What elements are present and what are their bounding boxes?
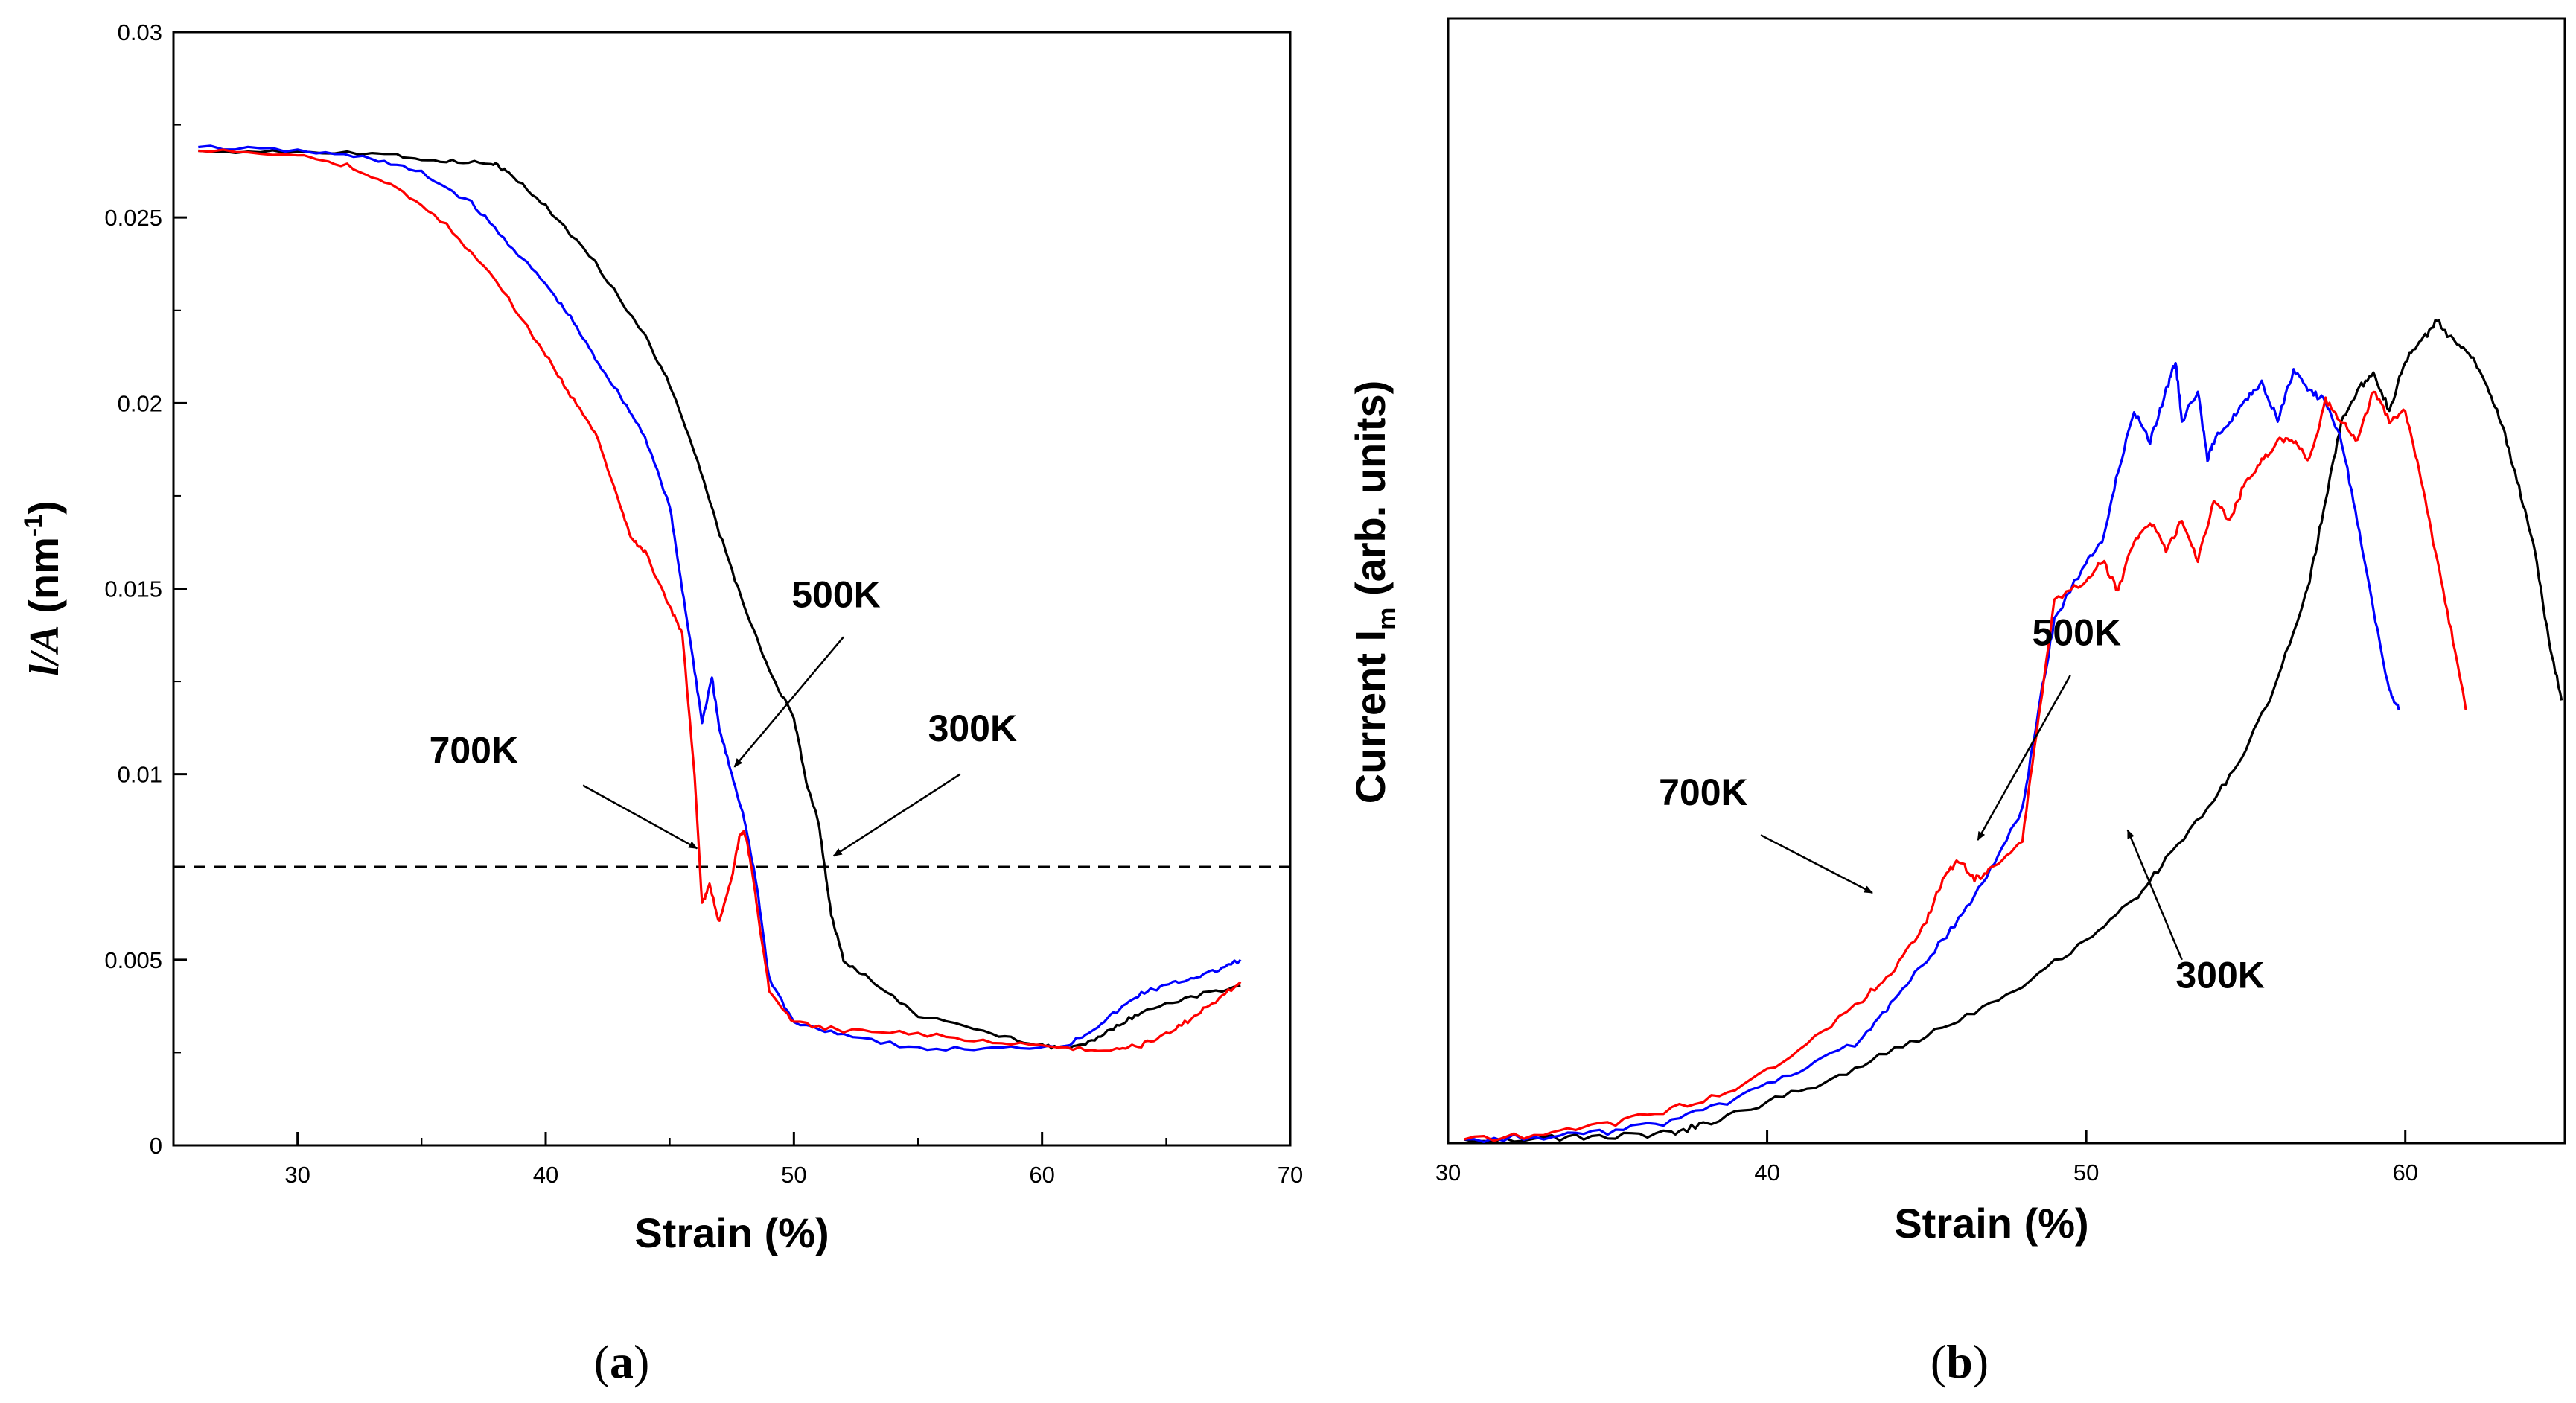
panel-a-y-tick-label: 0.025 [104,205,162,231]
panel-a-plot-frame [172,31,1292,1147]
annotation-arrow-700K [582,784,698,850]
annotation-arrow-500K [1977,675,2071,841]
panel-a-y-axis-title-close: ) [20,500,67,515]
annotation-arrow-300K [2126,829,2183,961]
annotation-label-700K: 700K [1659,772,1748,813]
panel-a-label: (a) [594,1335,650,1388]
panel-a-y-axis: 0 0.005 0.01 0.015 0.02 0.025 0.03 [104,19,187,1159]
panel-a-y-axis-title-unit: (nm [20,537,67,625]
panel-a-x-axis: 30 40 50 60 70 [284,1132,1303,1188]
panel-b-x-tick-label: 60 [2392,1159,2417,1186]
panel-b-series-300K [1464,319,2563,1144]
panel-b-label-letter: b [1946,1335,1973,1388]
panel-a-y-tick-label: 0.03 [118,19,162,45]
panel-b-x-tick-label: 40 [1754,1159,1779,1186]
panel-b-annotations: 700K 500K 300K [1659,612,2265,996]
panel-b-x-tick-label: 50 [2073,1159,2099,1186]
panel-b-x-tick-label: 30 [1435,1159,1461,1186]
panel-b-y-axis-title-subscript: m [1373,608,1401,630]
panel-a-x-tick-label: 40 [533,1162,558,1188]
panel-b-y-axis-title: Current Im (arb. units) [1347,381,1401,804]
panel-a-series-500K [198,144,1242,1052]
panel-a-y-axis-title-symbol: l/A [22,625,68,675]
panel-a-x-tick-label: 70 [1278,1162,1303,1188]
annotation-arrow-300K [832,773,961,857]
panel-a-y-tick-label: 0.02 [118,390,162,416]
panel-a-y-axis-title-exponent: -1 [19,515,48,537]
panel-a-x-axis-title: Strain (%) [634,1209,829,1256]
panel-a-series-300K [198,149,1241,1050]
annotation-label-500K: 500K [2033,612,2122,654]
annotation-label-700K: 700K [430,730,519,772]
panel-b-series-group [1463,319,2563,1144]
panel-b-label: (b) [1931,1335,1989,1388]
panel-a-y-axis-title: l/A (nm-1) [19,500,68,676]
panel-b-x-axis-title: Strain (%) [1894,1200,2088,1247]
annotation-label-300K: 300K [928,707,1018,749]
panel-a-y-tick-label: 0.005 [104,947,162,973]
panel-b-chart: 30 40 50 60 700K 500K 300K Strain (%) Current… [1347,17,2566,1388]
panel-a-x-tick-label: 30 [284,1162,310,1188]
panel-a-series-group [198,144,1242,1052]
panel-a-label-letter: a [610,1335,634,1388]
panel-a-x-tick-label: 50 [781,1162,806,1188]
panel-b-series-700K [1463,390,2467,1142]
annotation-label-500K: 500K [791,573,881,615]
annotation-arrow-700K [1760,834,1873,894]
annotation-label-300K: 300K [2175,954,2265,996]
panel-a-y-tick-label: 0.015 [104,576,162,602]
panel-b-y-axis-title-suffix: (arb. units) [1347,381,1394,608]
panel-b-y-axis-title-prefix: Current I [1347,630,1394,804]
annotation-arrow-500K [733,636,844,768]
panel-b-series-500K [1464,362,2400,1143]
panel-b-plot-frame [1447,17,2566,1145]
panel-a-x-tick-label: 60 [1029,1162,1054,1188]
panel-a-y-tick-label: 0.01 [118,762,162,788]
panel-b-x-axis: 30 40 50 60 [1435,1130,2418,1186]
panel-a-annotations: 700K 500K 300K [430,573,1018,857]
panel-a-y-tick-label: 0 [150,1133,162,1159]
panel-a-series-700K [198,148,1242,1052]
